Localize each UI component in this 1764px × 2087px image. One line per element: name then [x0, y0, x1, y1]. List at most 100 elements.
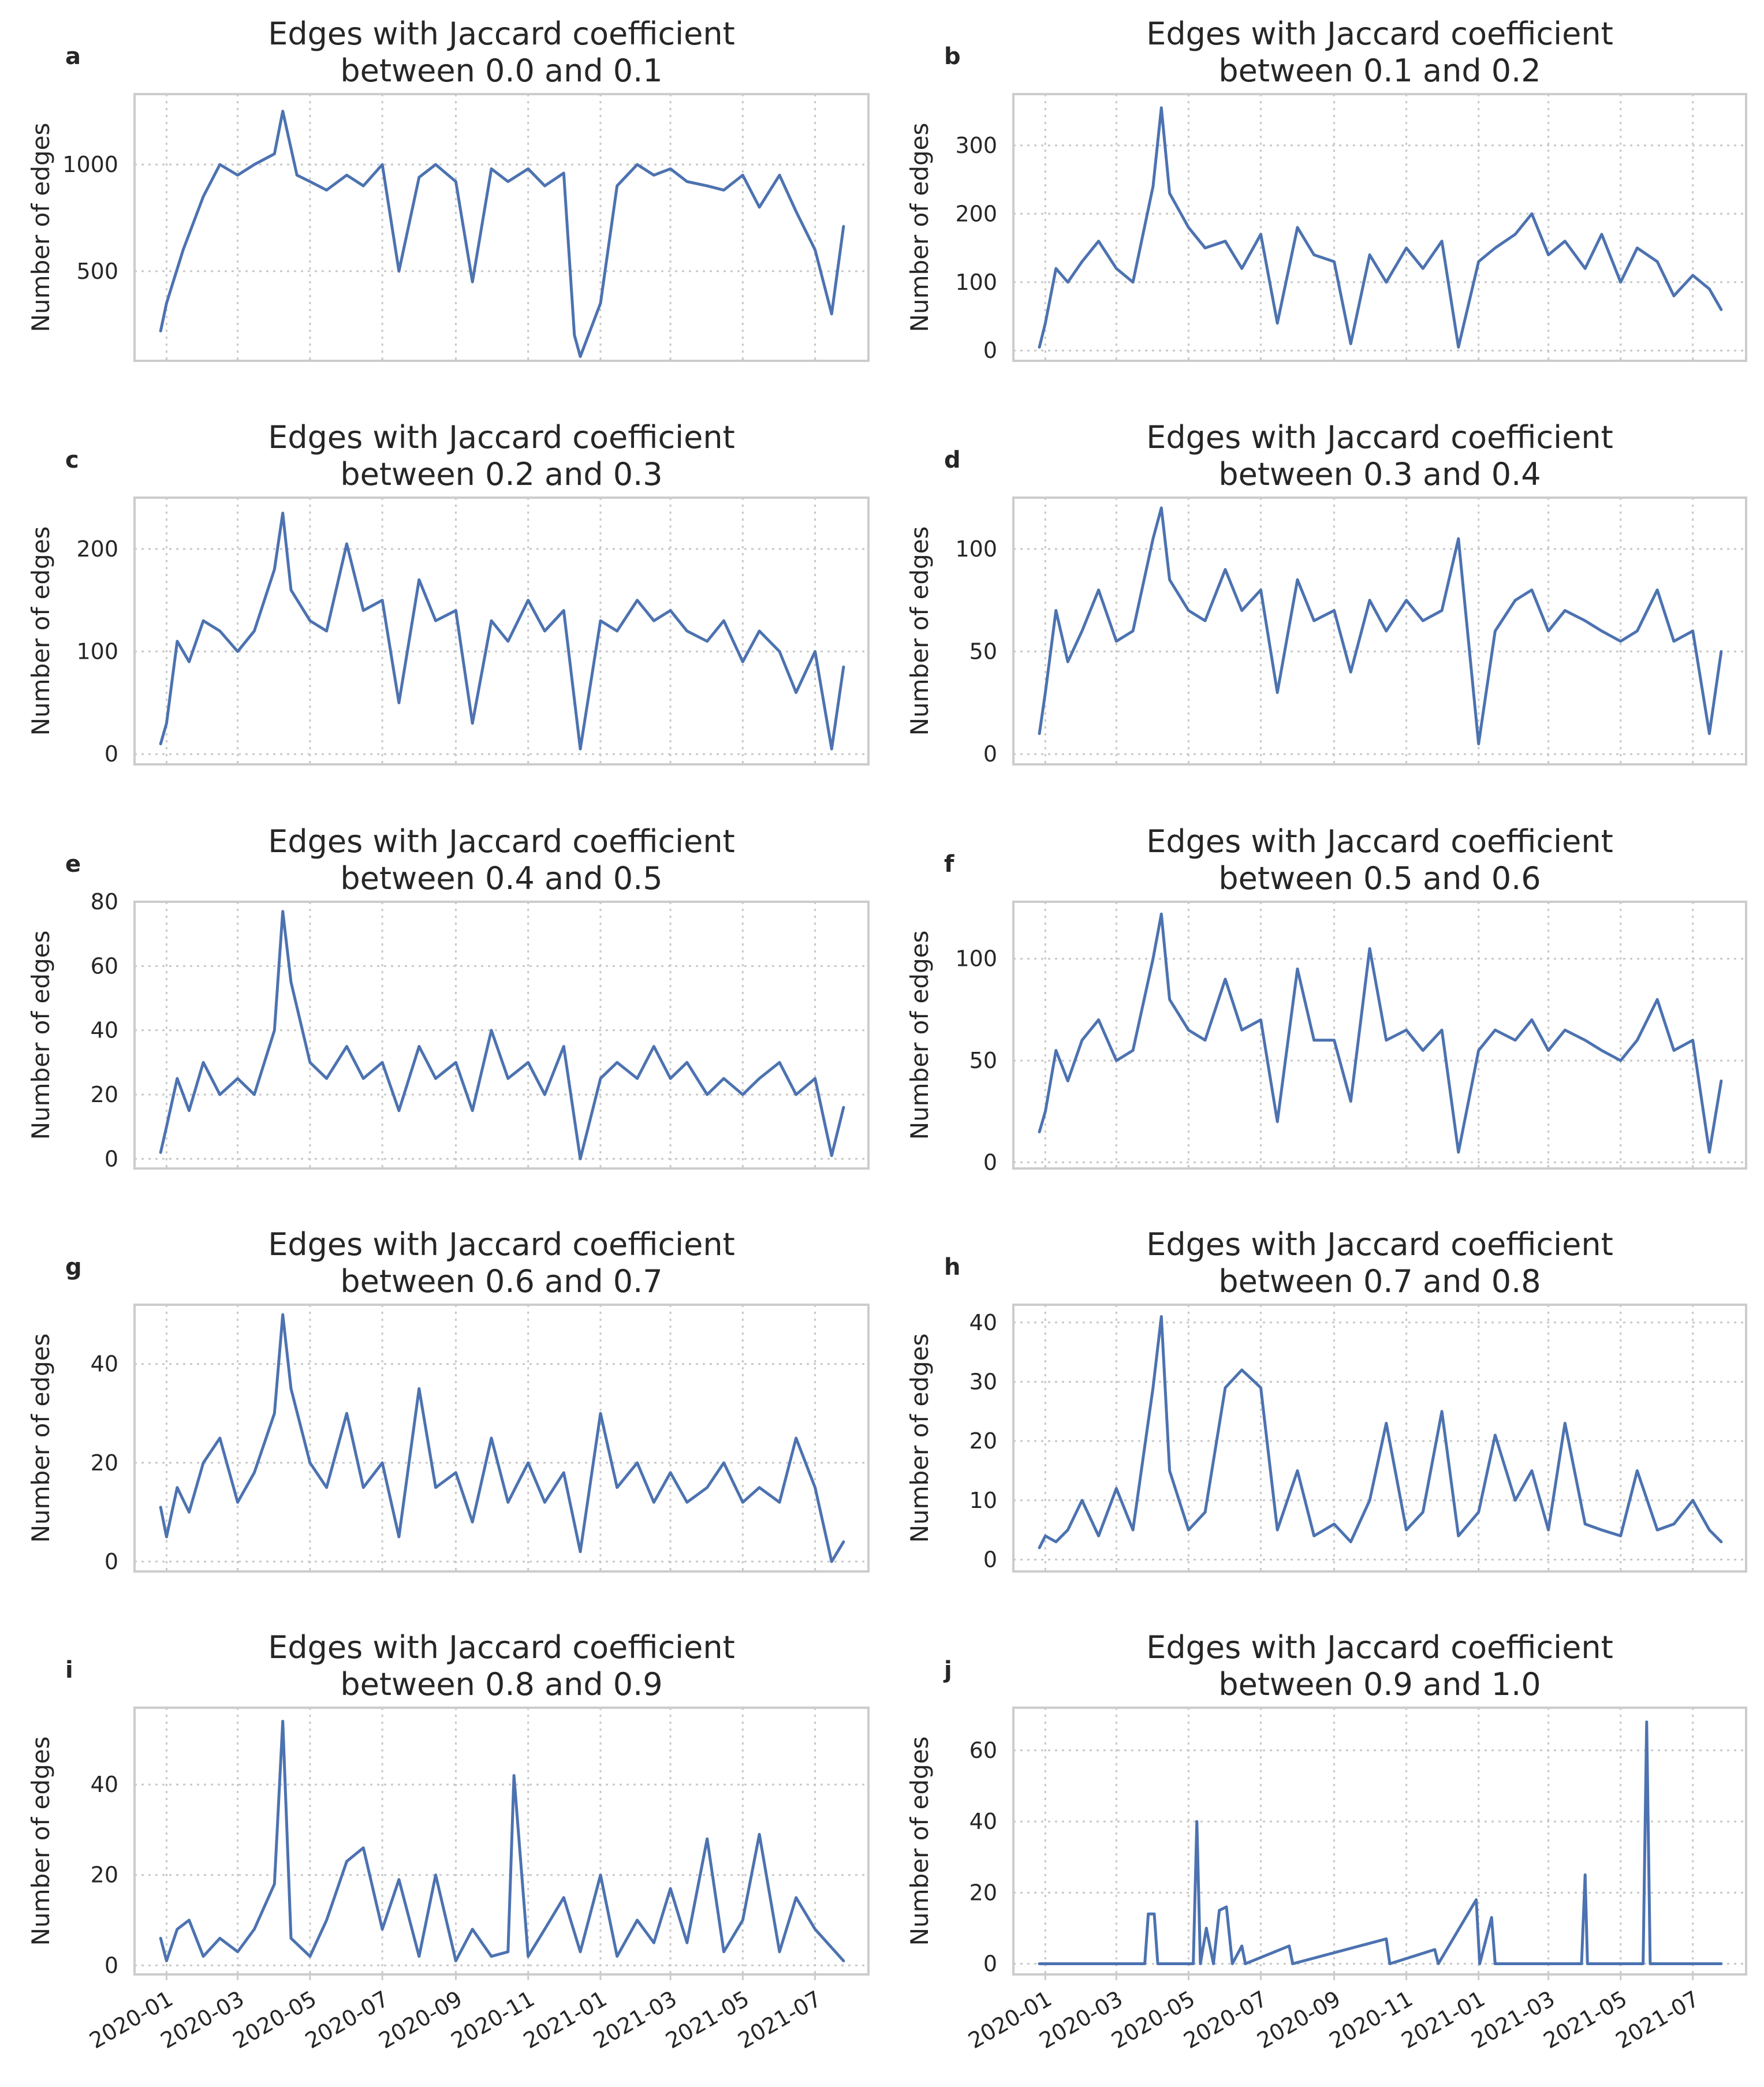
y-tick-label: 20 [91, 1082, 118, 1107]
x-tick-label: 2021-07 [1612, 1986, 1704, 2054]
x-tick-label: 2021-05 [1539, 1986, 1632, 2054]
series-line [159, 512, 845, 751]
y-tick-label: 200 [76, 536, 118, 562]
chart-title-line2: between 0.6 and 0.7 [340, 1263, 662, 1300]
panel-letter: h [944, 1254, 960, 1280]
y-axis-label: Number of edges [27, 527, 55, 736]
y-axis-label: Number of edges [27, 1737, 55, 1946]
y-tick-label: 100 [76, 639, 118, 664]
series-line [1038, 506, 1723, 745]
y-tick-label: 100 [955, 270, 997, 295]
chart-title-line1: Edges with Jaccard coefficient [268, 419, 735, 456]
plot-frame [1012, 496, 1747, 766]
y-axis-label: Number of edges [27, 931, 55, 1140]
y-tick-label: 50 [969, 1048, 997, 1073]
x-tick-label: 2020-11 [447, 1986, 539, 2054]
plot-frame [1012, 1304, 1747, 1573]
plot-frame [1012, 1707, 1747, 1976]
plot-frame [133, 93, 870, 362]
chart-title-line2: between 0.1 and 0.2 [1218, 53, 1541, 89]
y-tick-label: 20 [969, 1428, 997, 1454]
y-tick-label: 20 [91, 1450, 118, 1476]
plot-frame [1012, 901, 1747, 1170]
panel-letter: j [943, 1657, 952, 1683]
y-tick-label: 40 [969, 1809, 997, 1834]
chart-title-line1: Edges with Jaccard coefficient [1146, 419, 1613, 456]
y-tick-label: 0 [105, 1952, 118, 1978]
y-axis-label: Number of edges [905, 527, 934, 736]
x-tick-label: 2020-07 [1179, 1986, 1271, 2054]
y-tick-label: 0 [105, 741, 118, 767]
panel-letter: c [65, 447, 79, 473]
y-tick-label: 0 [105, 1146, 118, 1171]
x-tick-label: 2020-05 [1107, 1986, 1199, 2054]
x-tick-label: 2020-05 [229, 1986, 321, 2054]
y-axis-label: Number of edges [905, 1334, 934, 1543]
x-tick-label: 2020-11 [1325, 1986, 1418, 2054]
chart-title-line2: between 0.2 and 0.3 [340, 456, 662, 492]
chart-title-line1: Edges with Jaccard coefficient [268, 1629, 735, 1666]
y-tick-label: 0 [983, 338, 997, 363]
chart-title-line2: between 0.3 and 0.4 [1218, 456, 1541, 492]
chart-panel-b: 0 100 200 300 Edges with Jaccard coefficient… [905, 16, 1747, 363]
y-tick-label: 20 [969, 1880, 997, 1905]
chart-panel-d: 0 50 100 Edges with Jaccard coefficientbetw… [905, 419, 1747, 767]
y-tick-label: 40 [91, 1772, 118, 1797]
y-tick-label: 1000 [62, 152, 118, 177]
series-line [159, 110, 845, 359]
panel-letter: e [65, 851, 81, 878]
chart-panel-i: 0 20 40 Edges with Jaccard coefficientbetwe… [27, 1629, 870, 2054]
y-tick-label: 100 [955, 946, 997, 972]
chart-panel-g: 0 20 40 Edges with Jaccard coefficientbetwe… [27, 1226, 870, 1574]
y-tick-label: 0 [983, 1547, 997, 1572]
panel-letter: g [65, 1254, 82, 1280]
y-tick-label: 0 [983, 1951, 997, 1977]
panel-letter: d [944, 447, 961, 473]
plot-frame [133, 1707, 870, 1976]
chart-title-line1: Edges with Jaccard coefficient [1146, 823, 1613, 860]
y-tick-label: 40 [969, 1310, 997, 1335]
y-tick-label: 0 [983, 741, 997, 767]
chart-panel-a: 500 1000 Edges with Jaccard coefficientbet… [27, 16, 870, 362]
y-tick-label: 30 [969, 1369, 997, 1394]
y-axis-label: Number of edges [905, 1737, 934, 1946]
chart-title-line2: between 0.7 and 0.8 [1218, 1263, 1541, 1300]
chart-title-line1: Edges with Jaccard coefficient [268, 16, 735, 52]
chart-panel-h: 0 10 20 30 40 Edges with Jaccard coefficientb… [905, 1226, 1747, 1573]
series-line [1038, 1720, 1723, 1965]
panel-letter: f [944, 851, 954, 878]
series-line [1038, 912, 1723, 1154]
y-tick-label: 40 [91, 1351, 118, 1377]
y-axis-label: Number of edges [27, 123, 55, 333]
series-line [159, 1313, 845, 1563]
y-tick-label: 80 [91, 889, 118, 914]
y-tick-label: 100 [955, 536, 997, 562]
y-tick-label: 200 [955, 201, 997, 226]
y-tick-label: 500 [76, 259, 118, 284]
chart-title-line1: Edges with Jaccard coefficient [1146, 16, 1613, 52]
panel-letter: b [944, 43, 961, 70]
series-line [159, 1720, 845, 1962]
chart-title-line1: Edges with Jaccard coefficient [1146, 1629, 1613, 1666]
plot-frame [133, 1304, 870, 1573]
chart-panel-j: 0 20 40 60 Edges with Jaccard coefficientbet… [905, 1629, 1747, 2054]
series-line [159, 910, 845, 1160]
chart-title-line1: Edges with Jaccard coefficient [1146, 1226, 1613, 1263]
chart-title-line1: Edges with Jaccard coefficient [268, 1226, 735, 1263]
x-tick-label: 2020-09 [374, 1986, 467, 2054]
x-tick-label: 2021-07 [734, 1986, 826, 2054]
panel-letter: a [65, 43, 81, 70]
x-tick-label: 2020-09 [1253, 1986, 1345, 2054]
plot-frame [1012, 93, 1747, 362]
chart-panel-e: 0 20 40 60 80 Edges with Jaccard coefficientb… [27, 823, 870, 1171]
y-tick-label: 40 [91, 1018, 118, 1043]
x-tick-label: 2021-05 [661, 1986, 754, 2054]
panel-letter: i [65, 1657, 73, 1683]
chart-title-line2: between 0.8 and 0.9 [340, 1666, 662, 1703]
chart-title-line2: between 0.4 and 0.5 [340, 860, 662, 897]
y-tick-label: 60 [91, 953, 118, 979]
y-axis-label: Number of edges [27, 1334, 55, 1543]
chart-panel-c: 0 100 200 Edges with Jaccard coefficientbet… [27, 419, 870, 767]
chart-title-line2: between 0.5 and 0.6 [1218, 860, 1541, 897]
